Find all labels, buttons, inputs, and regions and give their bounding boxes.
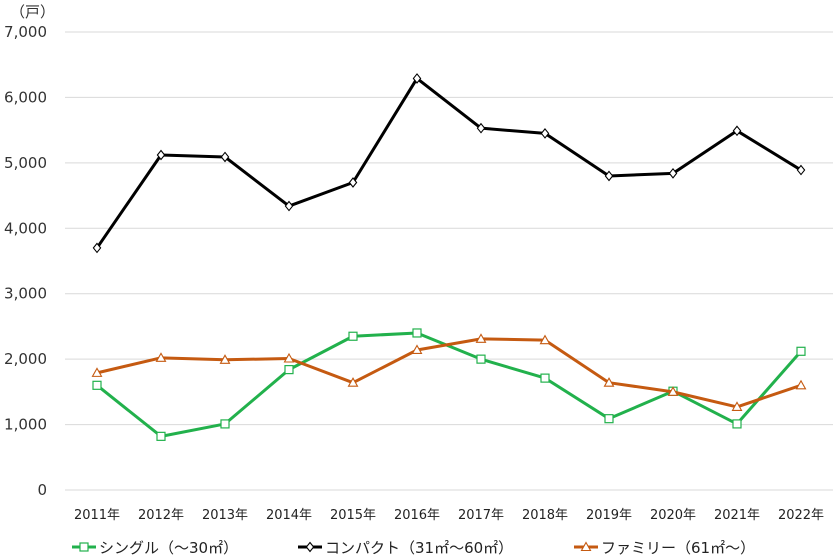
data-point	[283, 352, 295, 363]
data-point	[156, 149, 166, 161]
data-point	[604, 170, 614, 182]
legend-label: ファミリー（61㎡～）	[601, 539, 755, 557]
legend-marker	[580, 541, 592, 552]
x-axis-ticks: 2011年 2012年 2013年 2014年 2015年 2016年 2017年 2018年…	[74, 508, 824, 523]
data-point	[667, 386, 679, 396]
data-point	[348, 177, 358, 188]
x-tick-label: 2017年	[458, 508, 504, 523]
data-point	[220, 419, 230, 429]
data-point	[732, 419, 742, 429]
legend-marker	[79, 542, 89, 552]
data-point	[156, 431, 166, 441]
data-point	[411, 344, 423, 355]
x-tick-label: 2013年	[202, 508, 248, 523]
data-point	[795, 379, 807, 390]
x-tick-label: 2020年	[650, 508, 696, 523]
data-point	[412, 328, 422, 338]
data-point	[91, 367, 103, 377]
data-point	[668, 167, 678, 179]
series-line	[95, 76, 802, 249]
series-2	[92, 73, 806, 254]
series-group	[91, 73, 807, 441]
y-tick-label: 0	[37, 481, 47, 499]
data-point	[796, 164, 806, 176]
x-tick-label: 2018年	[522, 508, 568, 523]
data-point	[476, 122, 486, 134]
x-tick-label: 2019年	[586, 508, 632, 523]
data-point	[603, 377, 615, 387]
data-point	[219, 354, 231, 364]
x-tick-label: 2012年	[138, 508, 184, 523]
data-point	[348, 331, 358, 341]
data-point	[284, 200, 294, 212]
legend: シングル（～30㎡） コンパクト（31㎡～60㎡） ファミリー（61㎡～）	[72, 539, 755, 557]
legend-marker	[305, 541, 315, 553]
y-tick-label: 6,000	[4, 88, 47, 106]
y-tick-label: 2,000	[4, 350, 47, 368]
x-tick-label: 2022年	[778, 508, 824, 523]
data-point	[604, 414, 614, 424]
series-line	[96, 337, 802, 409]
x-tick-label: 2011年	[74, 508, 120, 523]
gridlines	[65, 31, 833, 491]
data-point	[540, 373, 550, 383]
data-point	[796, 346, 806, 356]
x-tick-label: 2015年	[330, 508, 376, 523]
data-point	[347, 377, 359, 387]
x-tick-label: 2014年	[266, 508, 312, 523]
y-tick-label: 1,000	[4, 416, 47, 434]
legend-item-1: シングル（～30㎡）	[72, 539, 238, 557]
data-point	[284, 365, 294, 375]
legend-item-3: ファミリー（61㎡～）	[574, 539, 755, 557]
legend-label: シングル（～30㎡）	[99, 539, 238, 557]
x-tick-label: 2016年	[394, 508, 440, 523]
x-tick-label: 2021年	[714, 508, 760, 523]
data-point	[475, 333, 487, 343]
data-point	[540, 128, 550, 139]
series-3	[91, 333, 807, 411]
data-point	[731, 401, 743, 411]
data-point	[92, 380, 102, 390]
data-point	[732, 125, 742, 137]
y-tick-label: 5,000	[4, 154, 47, 172]
data-point	[92, 242, 102, 254]
legend-label: コンパクト（31㎡～60㎡）	[325, 539, 513, 557]
data-point	[476, 354, 486, 364]
data-point	[412, 73, 422, 84]
legend-item-2: コンパクト（31㎡～60㎡）	[298, 539, 513, 557]
y-tick-label: 4,000	[4, 219, 47, 237]
data-point	[220, 151, 230, 163]
y-tick-label: 3,000	[4, 285, 47, 303]
data-point	[155, 352, 167, 362]
series-line	[96, 331, 803, 438]
y-axis-unit-label: （戸）	[10, 3, 55, 21]
y-tick-label: 7,000	[4, 23, 47, 41]
data-point	[539, 334, 551, 345]
y-axis-ticks: 0 1,000 2,000 3,000 4,000 5,000 6,000 7,000	[4, 23, 47, 499]
